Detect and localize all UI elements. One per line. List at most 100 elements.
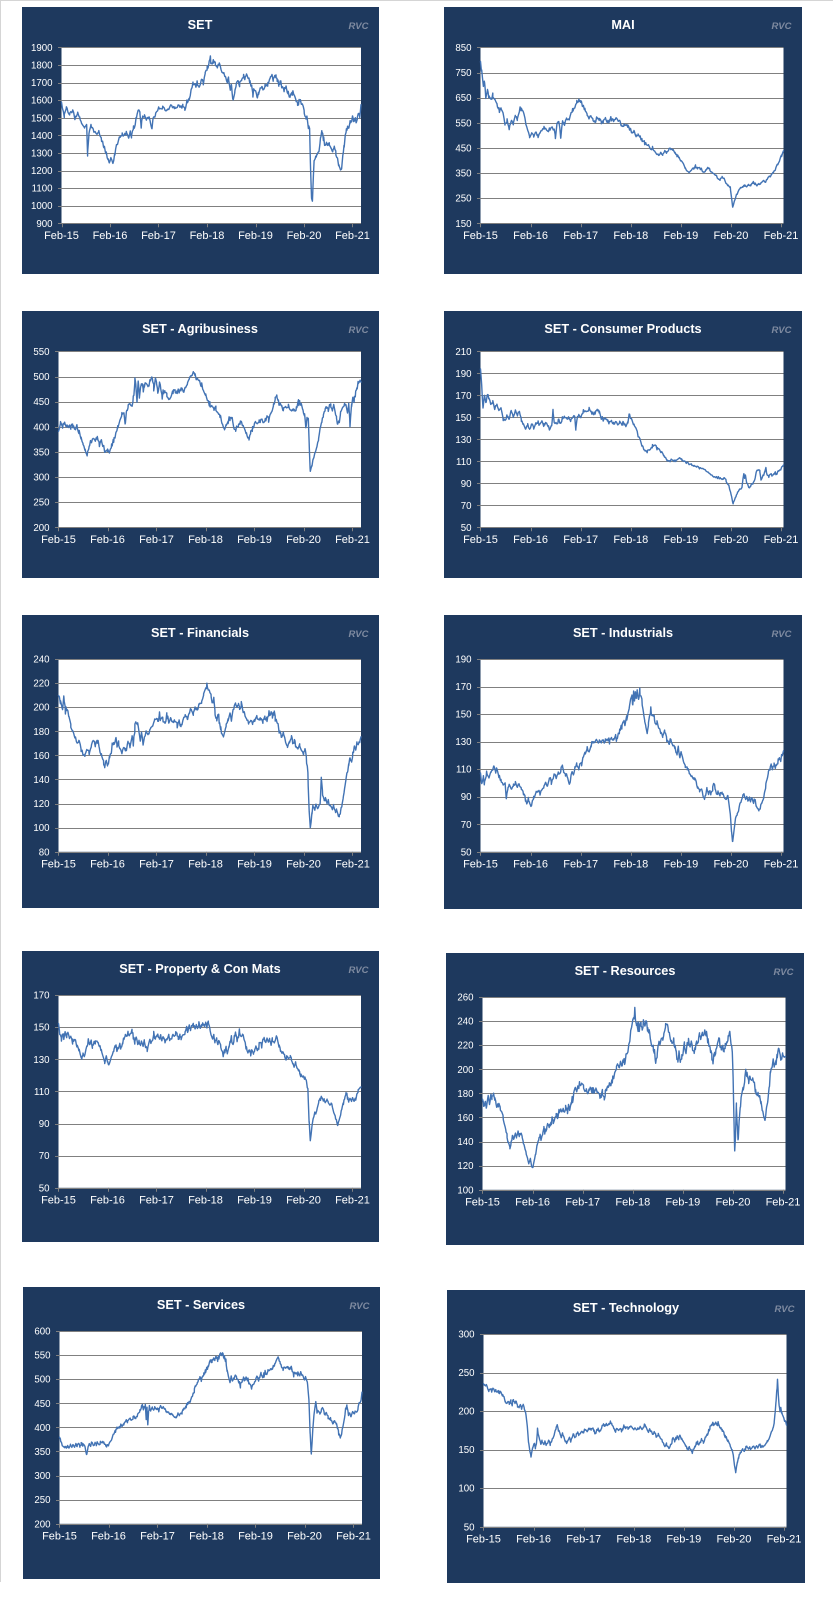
svg-text:1700: 1700 [31,78,53,89]
svg-text:Feb-20: Feb-20 [287,230,322,242]
svg-text:Feb-18: Feb-18 [613,534,648,546]
svg-text:Feb-18: Feb-18 [188,534,223,546]
svg-text:240: 240 [33,655,50,666]
svg-text:170: 170 [455,682,472,693]
svg-text:Feb-15: Feb-15 [466,1534,501,1546]
svg-text:170: 170 [33,991,50,1002]
svg-text:1800: 1800 [31,61,53,72]
svg-text:500: 500 [33,372,50,383]
svg-text:Feb-15: Feb-15 [44,230,79,242]
svg-text:SET - Consumer Products: SET - Consumer Products [544,322,701,336]
svg-text:1500: 1500 [31,113,53,124]
svg-text:Feb-15: Feb-15 [41,859,76,871]
svg-text:650: 650 [455,93,472,104]
svg-text:Feb-15: Feb-15 [465,1197,500,1209]
svg-text:Feb-16: Feb-16 [90,1195,125,1207]
svg-text:Feb-21: Feb-21 [766,1197,801,1209]
svg-text:250: 250 [455,194,472,205]
svg-text:50: 50 [461,847,472,858]
svg-text:250: 250 [33,498,50,509]
svg-text:RVC: RVC [774,1304,794,1315]
svg-text:70: 70 [39,1151,50,1162]
svg-text:Feb-19: Feb-19 [237,859,272,871]
svg-text:550: 550 [34,1351,51,1362]
svg-text:RVC: RVC [348,21,368,32]
svg-text:Feb-21: Feb-21 [767,1534,802,1546]
svg-text:450: 450 [33,397,50,408]
svg-text:180: 180 [457,1089,474,1100]
svg-text:150: 150 [458,1445,475,1456]
svg-text:Feb-16: Feb-16 [516,1534,551,1546]
svg-text:Feb-18: Feb-18 [190,230,225,242]
svg-text:Feb-17: Feb-17 [139,534,174,546]
svg-text:220: 220 [457,1041,474,1052]
svg-text:Feb-21: Feb-21 [764,230,799,242]
svg-text:110: 110 [34,1087,50,1098]
svg-text:1900: 1900 [31,43,53,54]
svg-text:150: 150 [455,413,472,424]
svg-text:350: 350 [33,448,50,459]
svg-text:300: 300 [33,473,50,484]
svg-text:170: 170 [455,391,472,402]
svg-text:150: 150 [33,1023,50,1034]
svg-text:SET - Property & Con Mats: SET - Property & Con Mats [119,962,280,976]
svg-text:190: 190 [455,655,472,666]
svg-text:Feb-20: Feb-20 [713,859,748,871]
svg-text:RVC: RVC [348,629,368,640]
svg-text:200: 200 [458,1407,475,1418]
svg-text:Feb-17: Feb-17 [566,1534,601,1546]
svg-text:Feb-21: Feb-21 [764,534,799,546]
svg-text:Feb-15: Feb-15 [463,859,498,871]
svg-text:110: 110 [456,765,472,776]
svg-text:1200: 1200 [31,166,53,177]
svg-text:SET - Industrials: SET - Industrials [573,626,673,640]
svg-text:RVC: RVC [771,629,791,640]
svg-text:Feb-16: Feb-16 [90,534,125,546]
svg-text:1400: 1400 [31,131,53,142]
svg-text:240: 240 [457,1017,474,1028]
svg-text:RVC: RVC [771,21,791,32]
svg-text:Feb-19: Feb-19 [666,1534,701,1546]
svg-text:190: 190 [455,369,472,380]
svg-text:140: 140 [33,775,50,786]
svg-text:900: 900 [36,219,53,230]
svg-text:180: 180 [33,727,50,738]
svg-text:200: 200 [33,523,50,534]
svg-text:200: 200 [34,1519,51,1530]
svg-text:Feb-21: Feb-21 [764,859,799,871]
svg-text:Feb-19: Feb-19 [237,1195,272,1207]
svg-text:Feb-15: Feb-15 [42,1531,77,1543]
svg-text:1300: 1300 [31,149,53,160]
svg-text:130: 130 [455,737,472,748]
svg-text:RVC: RVC [348,965,368,976]
svg-text:350: 350 [34,1447,51,1458]
svg-text:120: 120 [33,799,50,810]
svg-text:Feb-19: Feb-19 [238,1531,273,1543]
svg-text:Feb-19: Feb-19 [665,1197,700,1209]
svg-text:RVC: RVC [771,325,791,336]
svg-text:Feb-19: Feb-19 [663,230,698,242]
svg-text:130: 130 [33,1055,50,1066]
svg-text:150: 150 [455,710,472,721]
svg-text:RVC: RVC [349,1301,369,1312]
svg-text:Feb-17: Feb-17 [141,230,176,242]
svg-text:Feb-17: Feb-17 [563,859,598,871]
svg-text:350: 350 [455,169,472,180]
svg-text:SET - Resources: SET - Resources [575,964,676,978]
svg-text:Feb-21: Feb-21 [336,1531,371,1543]
svg-text:450: 450 [34,1399,51,1410]
svg-text:Feb-17: Feb-17 [139,1195,174,1207]
svg-text:Feb-19: Feb-19 [238,230,273,242]
svg-text:500: 500 [34,1375,51,1386]
svg-text:SET - Services: SET - Services [157,1298,245,1312]
svg-text:Feb-16: Feb-16 [90,859,125,871]
svg-text:70: 70 [461,501,472,512]
svg-text:160: 160 [457,1113,474,1124]
svg-text:1100: 1100 [32,184,53,195]
svg-text:Feb-17: Feb-17 [139,859,174,871]
svg-text:Feb-20: Feb-20 [716,1534,751,1546]
svg-text:750: 750 [455,68,472,79]
svg-text:250: 250 [458,1368,475,1379]
svg-text:Feb-19: Feb-19 [663,859,698,871]
svg-text:120: 120 [457,1161,474,1172]
